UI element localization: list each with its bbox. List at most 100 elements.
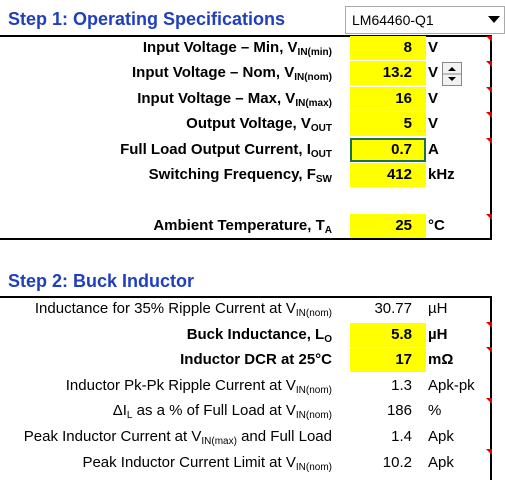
- input-cell: [350, 61, 426, 86]
- row-label: Inductor Pk-Pk Ripple Current at VIN(nom…: [66, 377, 332, 396]
- row-value: 8: [403, 39, 412, 56]
- label-subscript: IN(nom): [294, 72, 332, 84]
- row-label: Buck Inductance, LO: [187, 326, 332, 345]
- row-label: Inductor DCR at 25°C: [180, 351, 332, 368]
- label-text: ΔI: [112, 402, 127, 420]
- row-unit: Apk-pk: [428, 376, 475, 394]
- comment-marker: [486, 36, 492, 42]
- table-row: Inductor DCR at 25°C 17 mΩ: [0, 348, 492, 373]
- row-value: 5: [403, 115, 412, 133]
- step2-frame: [0, 296, 492, 480]
- label-text: Ambient Temperature, T: [153, 216, 325, 234]
- row-label: Input Voltage – Min, VIN(min): [143, 39, 332, 58]
- label-text: Inductance for 35% Ripple Current at V: [34, 300, 296, 317]
- step1-frame: [0, 35, 492, 240]
- row-unit: Apk: [428, 453, 454, 471]
- table-row: Peak Inductor Current Limit at VIN(nom) 1…: [0, 451, 492, 476]
- row-value: 17: [395, 351, 412, 369]
- comment-marker: [486, 138, 492, 144]
- comment-marker: [486, 347, 492, 353]
- comment-marker: [486, 87, 492, 93]
- label-subscript: L: [126, 410, 133, 422]
- label-text: Switching Frequency, F: [148, 166, 316, 183]
- row-value: 1.3: [391, 376, 412, 394]
- table-row: Inductor Pk-Pk Ripple Current at VIN(nom…: [0, 374, 492, 399]
- table-row: Buck Inductance, LO 5.8 µH: [0, 322, 492, 348]
- label-subscript: OUT: [310, 123, 332, 135]
- row-unit: kHz: [428, 166, 455, 183]
- comment-marker: [486, 449, 492, 455]
- input-cell: [350, 163, 426, 187]
- label-subscript: IN(nom): [295, 410, 332, 422]
- input-cell: [350, 86, 426, 111]
- label-subscript: O: [324, 333, 332, 345]
- comment-marker: [486, 398, 492, 404]
- label-subscript: IN(min): [297, 47, 332, 58]
- input-cell: [350, 112, 426, 137]
- row-label: Output Voltage, VOUT: [186, 115, 332, 134]
- row-value: 0.7: [391, 140, 412, 158]
- row-value: 1.4: [391, 428, 412, 445]
- row-label: Inductance for 35% Ripple Current at VIN…: [35, 300, 332, 319]
- section-title: Step 2: Buck Inductor: [8, 271, 195, 291]
- label-subscript: IN(nom): [295, 384, 332, 396]
- input-cell: [350, 322, 426, 347]
- label-text: Full Load Output Current, I: [120, 140, 311, 158]
- row-unit: A: [428, 140, 439, 158]
- row-value: 30.77: [374, 300, 412, 317]
- table-row: Inductance for 35% Ripple Current at VIN…: [0, 297, 492, 322]
- row-unit: V: [428, 89, 439, 107]
- table-row: Ambient Temperature, TA 25 °C: [0, 213, 492, 239]
- row-unit: V: [428, 64, 439, 82]
- row-value: 25: [395, 216, 412, 234]
- section-title: Step 1: Operating Specifications: [8, 9, 286, 29]
- table-row: Switching Frequency, FSW 412 kHz: [0, 163, 492, 188]
- table-row: Peak Inductor Current at VIN(max) and Fu…: [0, 425, 492, 450]
- device-dropdown[interactable]: LM64460-Q1: [345, 6, 505, 34]
- comment-marker: [486, 214, 492, 220]
- row-value: 5.8: [391, 325, 412, 343]
- input-cell: [350, 137, 426, 162]
- label-text: Inductor Pk-Pk Ripple Current at V: [65, 376, 296, 394]
- table-row: Output Voltage, VOUT 5 V: [0, 112, 492, 137]
- label-subscript: SW: [315, 174, 332, 185]
- label-subscript: IN(max): [201, 436, 237, 447]
- row-label: Input Voltage – Max, VIN(max): [137, 90, 332, 109]
- label-text: Buck Inductance, L: [186, 325, 325, 343]
- comment-marker: [486, 322, 492, 328]
- row-unit: %: [428, 402, 442, 420]
- comment-marker: [486, 112, 492, 118]
- row-unit: µH: [428, 300, 448, 317]
- label-subscript: A: [324, 224, 332, 236]
- row-value: 186: [386, 402, 412, 420]
- row-unit: mΩ: [428, 351, 454, 369]
- label-text: Input Voltage – Nom, V: [131, 64, 295, 82]
- dropdown-value: LM64460-Q1: [352, 12, 434, 28]
- table-row: Full Load Output Current, IOUT 0.7 A: [0, 137, 492, 163]
- row-value: 10.2: [382, 453, 412, 471]
- label-text: Input Voltage – Min, V: [142, 39, 298, 56]
- row-label: Full Load Output Current, IOUT: [120, 141, 332, 160]
- row-value: 13.2: [382, 64, 412, 82]
- label-subscript: IN(nom): [295, 461, 332, 473]
- label-subscript: IN(nom): [295, 308, 332, 319]
- table-row: Input Voltage – Max, VIN(max) 16 V: [0, 86, 492, 112]
- row-unit: Apk: [428, 428, 454, 445]
- row-unit: µH: [428, 325, 448, 343]
- spinner-arrows: [443, 67, 461, 81]
- row-value: 16: [395, 89, 412, 107]
- row-label: Ambient Temperature, TA: [153, 217, 332, 236]
- comment-marker: [486, 61, 492, 67]
- row-label: ΔIL as a % of Full Load at VIN(nom): [113, 402, 332, 421]
- input-cell: [350, 213, 426, 238]
- input-cell: [350, 348, 426, 373]
- spinner[interactable]: [442, 62, 462, 86]
- table-row: Input Voltage – Min, VIN(min) 8 V: [0, 36, 492, 61]
- row-label: Input Voltage – Nom, VIN(nom): [132, 64, 332, 83]
- label-text: Output Voltage, V: [186, 115, 311, 133]
- table-row: ΔIL as a % of Full Load at VIN(nom) 186%: [0, 399, 492, 424]
- label-text: Peak Inductor Current Limit at V: [82, 453, 296, 471]
- row-unit: °C: [428, 216, 445, 234]
- label-subscript: OUT: [310, 148, 332, 160]
